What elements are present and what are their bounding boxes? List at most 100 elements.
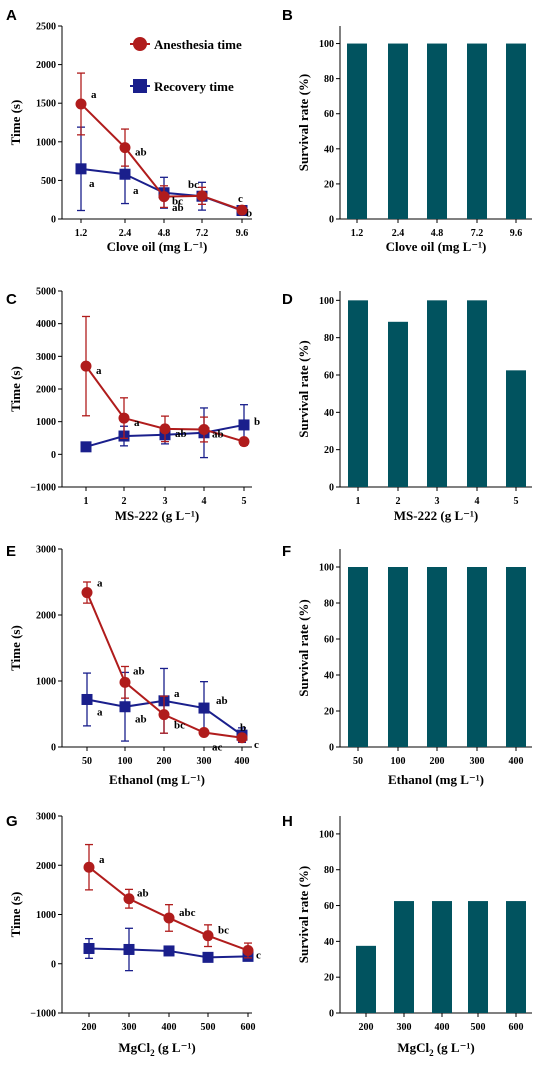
significance-label: b bbox=[254, 416, 260, 428]
x-axis-unit: (g L⁻¹) bbox=[437, 508, 478, 523]
x-tick-label: 100 bbox=[391, 756, 406, 767]
y-axis-title: Time (s) bbox=[8, 366, 23, 412]
x-tick-label: 4.8 bbox=[158, 228, 171, 239]
x-tick-label: 100 bbox=[118, 756, 133, 767]
panel-c: C −1000 0 1000 2000 3000 4000 5000 1 2 3 4 5 MS-222 (… bbox=[6, 287, 260, 524]
significance-label: bc bbox=[174, 720, 185, 732]
x-axis-unit: (g L⁻¹) bbox=[434, 1040, 475, 1055]
panel-letter: E bbox=[6, 543, 16, 560]
y-tick-label: 0 bbox=[329, 1009, 334, 1020]
significance-label: bc bbox=[218, 925, 229, 937]
data-point-anesthesia bbox=[158, 191, 170, 203]
significance-label: c bbox=[256, 949, 261, 961]
bar bbox=[467, 567, 487, 747]
x-axis-title: MgCl2 (g L⁻¹) bbox=[118, 1040, 195, 1058]
x-tick-label: 3 bbox=[163, 496, 168, 507]
significance-label: a bbox=[133, 185, 139, 197]
panel-letter: C bbox=[6, 291, 17, 308]
significance-label: b bbox=[240, 722, 246, 734]
x-axis-unit: (mg L⁻¹) bbox=[155, 239, 207, 254]
bar bbox=[467, 43, 487, 219]
y-tick-label: 60 bbox=[324, 371, 334, 382]
x-tick-label: 500 bbox=[201, 1022, 216, 1033]
x-tick-label: 200 bbox=[359, 1022, 374, 1033]
significance-label: a bbox=[134, 417, 140, 429]
y-tick-label: 1000 bbox=[36, 417, 56, 428]
significance-label: ab bbox=[135, 714, 147, 726]
significance-label: ab bbox=[175, 428, 187, 440]
x-tick-label: 7.2 bbox=[471, 228, 484, 239]
y-tick-label: 500 bbox=[41, 176, 56, 187]
panel-f: F 0 20 40 60 80 100 50 100 200 300 400 Ethanol (mg L… bbox=[282, 543, 532, 787]
x-tick-label: 4 bbox=[475, 496, 480, 507]
x-tick-label: 300 bbox=[122, 1022, 137, 1033]
y-axis-title: Survival rate (%) bbox=[296, 866, 311, 963]
x-axis-subscript: 2 bbox=[429, 1048, 434, 1058]
x-tick-label: 1 bbox=[356, 496, 361, 507]
data-point-anesthesia bbox=[119, 142, 131, 154]
x-tick-label: 5 bbox=[242, 496, 247, 507]
x-tick-label: 9.6 bbox=[236, 228, 249, 239]
x-tick-label: 9.6 bbox=[510, 228, 523, 239]
bar bbox=[347, 43, 367, 219]
bar bbox=[468, 901, 488, 1013]
x-axis-subscript: 2 bbox=[150, 1048, 155, 1058]
x-tick-label: 1.2 bbox=[75, 228, 88, 239]
x-tick-label: 2 bbox=[396, 496, 401, 507]
y-axis-title: Survival rate (%) bbox=[296, 599, 311, 696]
y-tick-label: 20 bbox=[324, 973, 334, 984]
x-axis-name: MS-222 bbox=[115, 508, 158, 523]
legend-marker-recovery bbox=[133, 79, 147, 93]
x-tick-label: 600 bbox=[509, 1022, 524, 1033]
significance-label: c bbox=[254, 739, 259, 751]
x-tick-label: 7.2 bbox=[196, 228, 209, 239]
significance-label: a bbox=[99, 854, 105, 866]
significance-label: bc bbox=[188, 179, 199, 191]
bar bbox=[388, 321, 408, 487]
data-point-anesthesia bbox=[81, 587, 93, 599]
x-axis-name: Ethanol bbox=[388, 772, 432, 787]
y-tick-label: 60 bbox=[324, 635, 334, 646]
y-tick-label: 3000 bbox=[36, 545, 56, 556]
data-point-anesthesia bbox=[236, 204, 248, 216]
data-point-anesthesia bbox=[75, 98, 87, 110]
data-point-recovery bbox=[80, 441, 92, 453]
data-point-anesthesia bbox=[118, 412, 130, 424]
significance-label: ab bbox=[212, 429, 224, 441]
y-tick-label: 80 bbox=[324, 599, 334, 610]
bar bbox=[348, 300, 368, 487]
data-point-recovery bbox=[198, 702, 210, 714]
data-point-recovery bbox=[163, 945, 175, 957]
data-point-recovery bbox=[119, 701, 131, 713]
data-point-anesthesia bbox=[159, 423, 171, 435]
y-tick-label: 1000 bbox=[36, 910, 56, 921]
significance-label: a bbox=[97, 706, 103, 718]
x-tick-label: 2.4 bbox=[119, 228, 132, 239]
x-tick-label: 1 bbox=[84, 496, 89, 507]
bar bbox=[394, 901, 414, 1013]
x-axis-name: MgCl bbox=[118, 1040, 150, 1055]
panel-letter: A bbox=[6, 7, 17, 24]
x-tick-label: 600 bbox=[241, 1022, 256, 1033]
data-point-anesthesia bbox=[238, 436, 250, 448]
y-axis-title: Survival rate (%) bbox=[296, 74, 311, 171]
x-tick-label: 2 bbox=[122, 496, 127, 507]
x-tick-label: 300 bbox=[470, 756, 485, 767]
x-tick-label: 400 bbox=[162, 1022, 177, 1033]
y-tick-label: 100 bbox=[319, 563, 334, 574]
y-tick-label: 5000 bbox=[36, 287, 56, 298]
bar bbox=[506, 370, 526, 487]
data-point-anesthesia bbox=[123, 893, 135, 905]
legend-label: Anesthesia time bbox=[154, 37, 242, 52]
y-tick-label: 100 bbox=[319, 296, 334, 307]
data-point-recovery bbox=[119, 168, 131, 180]
x-tick-label: 400 bbox=[435, 1022, 450, 1033]
x-tick-label: 200 bbox=[82, 1022, 97, 1033]
data-point-anesthesia bbox=[158, 709, 170, 721]
data-point-recovery bbox=[123, 943, 135, 955]
y-tick-label: 20 bbox=[324, 707, 334, 718]
x-axis-unit: (mg L⁻¹) bbox=[432, 772, 484, 787]
x-tick-label: 4 bbox=[202, 496, 207, 507]
y-tick-label: 40 bbox=[324, 671, 334, 682]
y-tick-label: 2000 bbox=[36, 861, 56, 872]
